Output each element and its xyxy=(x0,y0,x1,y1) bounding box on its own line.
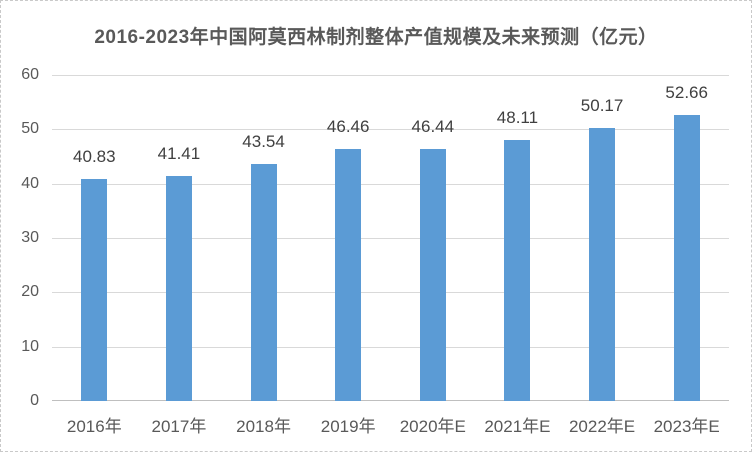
gridline xyxy=(52,292,729,294)
data-label: 48.11 xyxy=(496,107,539,127)
bar xyxy=(81,179,108,401)
data-label: 52.66 xyxy=(665,82,708,102)
data-label: 46.46 xyxy=(326,116,370,136)
x-axis-tick-label: 2021年E xyxy=(484,417,551,436)
y-axis-tick-label: 20 xyxy=(21,283,39,301)
data-label: 43.54 xyxy=(242,132,285,152)
x-axis-tick-label: 2018年 xyxy=(236,417,291,436)
gridline xyxy=(52,129,729,131)
bar xyxy=(589,128,616,401)
y-axis-tick-label: 50 xyxy=(21,120,39,138)
y-axis-tick-label: 60 xyxy=(21,66,39,83)
x-axis-tick-label: 2023年E xyxy=(653,417,720,436)
bar xyxy=(165,176,192,401)
bar xyxy=(419,148,446,401)
data-label: 40.83 xyxy=(73,147,116,167)
chart-title: 2016-2023年中国阿莫西林制剂整体产值规模及未来预测（亿元） xyxy=(94,27,658,48)
gridline xyxy=(52,75,729,76)
y-axis-tick-label: 0 xyxy=(30,392,39,409)
y-axis-tick-label: 40 xyxy=(21,174,39,192)
bar xyxy=(673,114,700,401)
y-axis-tick-label: 10 xyxy=(21,337,39,355)
x-axis-tick-label: 2019年 xyxy=(320,417,376,436)
data-label: 46.44 xyxy=(411,116,455,136)
bar xyxy=(504,139,531,401)
gridline xyxy=(52,238,729,239)
data-label: 50.17 xyxy=(580,96,624,116)
x-axis-tick-label: 2016年 xyxy=(66,417,122,436)
data-label: 41.41 xyxy=(157,144,201,163)
plot-area xyxy=(52,75,729,401)
gridline xyxy=(52,346,729,348)
bar xyxy=(250,164,277,401)
x-axis-tick-label: 2020年E xyxy=(399,417,466,436)
gridline xyxy=(52,183,729,185)
x-axis-tick-label: 2017年 xyxy=(151,417,207,436)
y-axis-tick-label: 30 xyxy=(21,229,39,246)
x-axis-tick-label: 2022年E xyxy=(568,417,636,436)
bar xyxy=(335,148,362,401)
x-axis-line xyxy=(52,400,729,401)
